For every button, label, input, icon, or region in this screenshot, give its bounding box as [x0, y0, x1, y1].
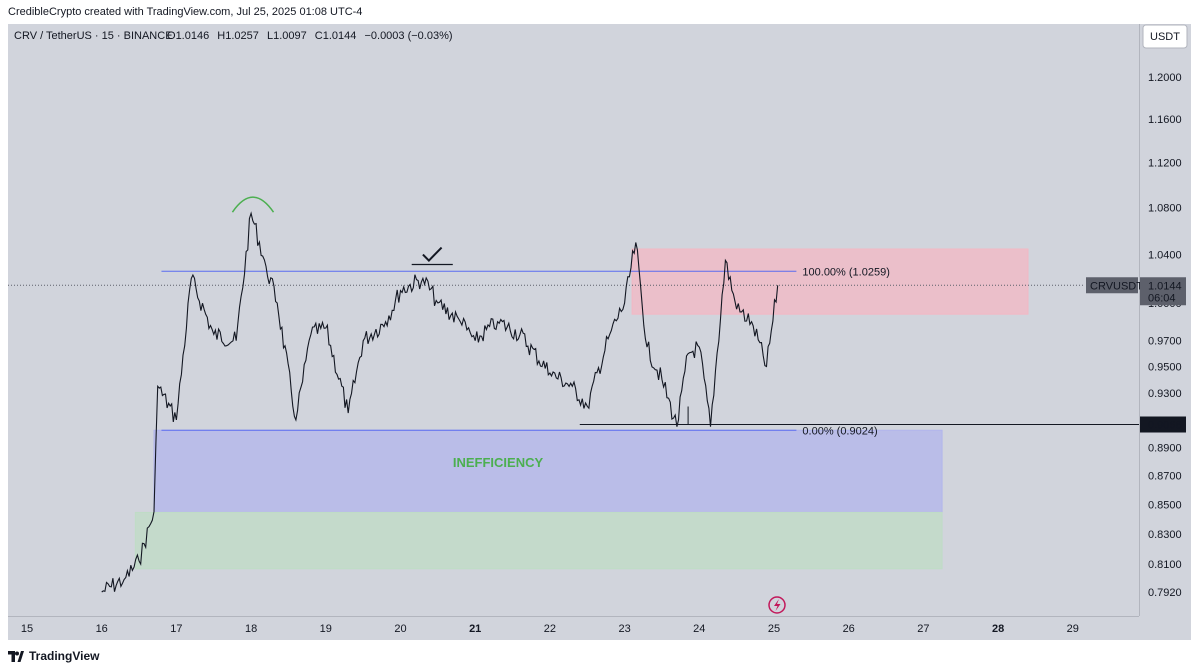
y-tick-label: 1.2000	[1148, 72, 1182, 84]
y-tick-label: 0.9300	[1148, 388, 1182, 400]
fib-bottom-label: 0.00% (0.9024)	[802, 425, 877, 437]
y-tick-label: 0.8900	[1148, 442, 1182, 454]
peak-arc	[231, 196, 275, 213]
y-tick-label: 1.0400	[1148, 249, 1182, 261]
crosshair-price-label: 0.9066	[1148, 420, 1182, 432]
attribution-bar: CredibleCrypto created with TradingView.…	[0, 0, 1199, 24]
footer: TradingView	[0, 643, 1199, 669]
x-tick-label: 19	[320, 623, 332, 635]
low-label: L	[267, 30, 273, 42]
y-tick-label: 0.8300	[1148, 529, 1182, 541]
attribution-text: CredibleCrypto created with TradingView.…	[8, 6, 363, 18]
x-tick-label: 25	[768, 623, 780, 635]
x-tick-label: 17	[170, 623, 182, 635]
close-label: C	[315, 30, 323, 42]
demand-zone[interactable]	[134, 511, 943, 570]
y-tick-label: 1.0800	[1148, 203, 1182, 215]
x-tick-label: 21	[469, 623, 481, 635]
crosshair-price-badge	[1140, 416, 1186, 433]
y-tick-label: 0.8500	[1148, 499, 1182, 511]
last-price-badge	[1140, 277, 1186, 306]
y-tick-label: 0.8700	[1148, 471, 1182, 483]
fib-top-label: 100.00% (1.0259)	[802, 266, 889, 278]
last-price-label: 1.0144	[1148, 280, 1182, 292]
x-tick-label: 23	[618, 623, 630, 635]
x-tick-label: 22	[544, 623, 556, 635]
inefficiency-label: INEFFICIENCY	[453, 455, 544, 470]
x-tick-label: 20	[394, 623, 406, 635]
y-tick-label: 0.8100	[1148, 559, 1182, 571]
legend-ohlc: O1.0146 H1.0257 L1.0097 C1.0144 −0.0003 …	[167, 30, 453, 42]
price-axis-panel[interactable]	[1139, 24, 1191, 616]
x-tick-label: 29	[1067, 623, 1079, 635]
time-axis-panel[interactable]	[8, 616, 1191, 640]
y-tick-label: 0.9700	[1148, 336, 1182, 348]
price-series-line	[101, 211, 779, 593]
symbol-badge	[1086, 277, 1138, 294]
x-tick-label: 26	[843, 623, 855, 635]
x-tick-label: 24	[693, 623, 705, 635]
tradingview-logo-icon	[8, 650, 24, 662]
y-tick-label: 1.1600	[1148, 114, 1182, 126]
tradingview-logo[interactable]: TradingView	[8, 649, 99, 663]
y-tick-label: 1.1200	[1148, 158, 1182, 170]
change-value: −0.0003 (−0.03%)	[364, 30, 452, 42]
high-label: H	[217, 30, 225, 42]
open-value: 1.0146	[176, 30, 210, 42]
symbol-badge-label: CRVUSDT	[1090, 280, 1143, 292]
x-tick-label: 18	[245, 623, 257, 635]
close-value: 1.0144	[323, 30, 357, 42]
legend-symbol: CRV / TetherUS · 15 · BINANCE	[14, 30, 173, 42]
x-tick-label: 15	[21, 623, 33, 635]
flash-icon[interactable]	[768, 596, 786, 614]
high-value: 1.0257	[225, 30, 259, 42]
currency-button-label: USDT	[1150, 31, 1180, 43]
open-label: O	[167, 30, 176, 42]
supply-zone[interactable]	[631, 248, 1029, 315]
inefficiency-zone[interactable]	[153, 429, 943, 513]
currency-button[interactable]	[1142, 24, 1188, 49]
y-tick-label: 0.7920	[1148, 587, 1182, 599]
x-tick-label: 27	[917, 623, 929, 635]
tradingview-brand: TradingView	[29, 649, 100, 663]
x-tick-label: 28	[992, 623, 1004, 635]
y-tick-label: 0.9500	[1148, 362, 1182, 374]
x-tick-label: 16	[96, 623, 108, 635]
flash-icon-bolt	[774, 599, 781, 611]
countdown-label: 06:04	[1148, 292, 1176, 304]
check-icon	[422, 246, 443, 262]
low-value: 1.0097	[273, 30, 307, 42]
